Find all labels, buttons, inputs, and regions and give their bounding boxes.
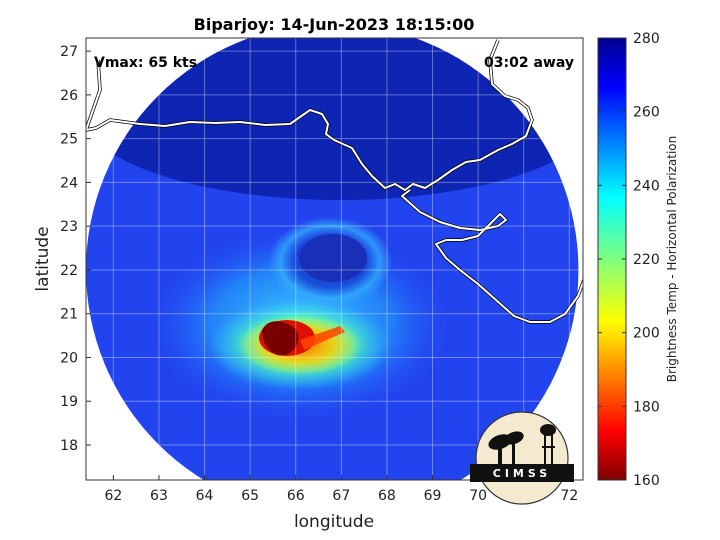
x-tick-label: 64 <box>196 488 214 504</box>
y-tick-label: 20 <box>60 350 78 366</box>
chart-title: Biparjoy: 14-Jun-2023 18:15:00 <box>194 15 475 34</box>
water-tower-icon <box>540 424 556 464</box>
x-tick-label: 63 <box>150 488 168 504</box>
cold-core-darkred <box>262 321 299 356</box>
colorbar-label: Brightness Temp - Horizontal Polarizatio… <box>665 136 679 383</box>
plot-frame <box>85 37 584 481</box>
y-tick-label: 18 <box>60 438 78 454</box>
colorbar-tick-label: 160 <box>633 473 660 489</box>
colorbar <box>597 37 627 481</box>
y-tick-label: 25 <box>60 132 78 148</box>
colorbar-tick-label: 280 <box>633 31 660 47</box>
logo-text: CIMSS <box>493 467 551 480</box>
y-tick-label: 22 <box>60 263 78 279</box>
x-tick-label: 69 <box>424 488 442 504</box>
y-tick-label: 27 <box>60 44 78 60</box>
y-axis-label: latitude <box>33 226 53 291</box>
coastline <box>86 39 583 324</box>
x-tick-label: 66 <box>287 488 305 504</box>
colorbar-tick-label: 200 <box>633 326 660 342</box>
x-tick-label: 72 <box>560 488 578 504</box>
eye <box>299 234 367 282</box>
satellite-dish-icon <box>488 431 524 464</box>
x-axis-label: longitude <box>294 512 374 532</box>
time-away-annotation: 03:02 away <box>484 55 574 71</box>
vmax-annotation: Vmax: 65 kts <box>94 55 197 71</box>
colorbar-tick-label: 220 <box>633 252 660 268</box>
x-tick-label: 68 <box>378 488 396 504</box>
logo-disk <box>475 411 569 505</box>
red-streak <box>300 326 345 350</box>
logo-banner <box>470 464 574 482</box>
axis-ticks: 6263646566676869707172181920212223242526… <box>60 44 578 504</box>
x-tick-label: 62 <box>104 488 122 504</box>
colorbar-tick-label: 180 <box>633 399 660 415</box>
y-tick-label: 19 <box>60 394 78 410</box>
grid-lines <box>86 38 583 480</box>
coastline-white <box>86 39 583 323</box>
y-tick-label: 23 <box>60 219 78 235</box>
x-tick-label: 65 <box>241 488 259 504</box>
colorbar-tick-label: 240 <box>633 178 660 194</box>
y-tick-label: 24 <box>60 175 78 191</box>
x-tick-label: 67 <box>332 488 350 504</box>
colorbar-ticks: 160 180 200 220 240 260 280 <box>598 31 660 489</box>
y-tick-label: 26 <box>60 88 78 104</box>
y-tick-label: 21 <box>60 307 78 323</box>
colorbar-tick-label: 260 <box>633 105 660 121</box>
x-tick-label: 70 <box>469 488 487 504</box>
cimss-logo: CIMSS <box>470 411 574 505</box>
